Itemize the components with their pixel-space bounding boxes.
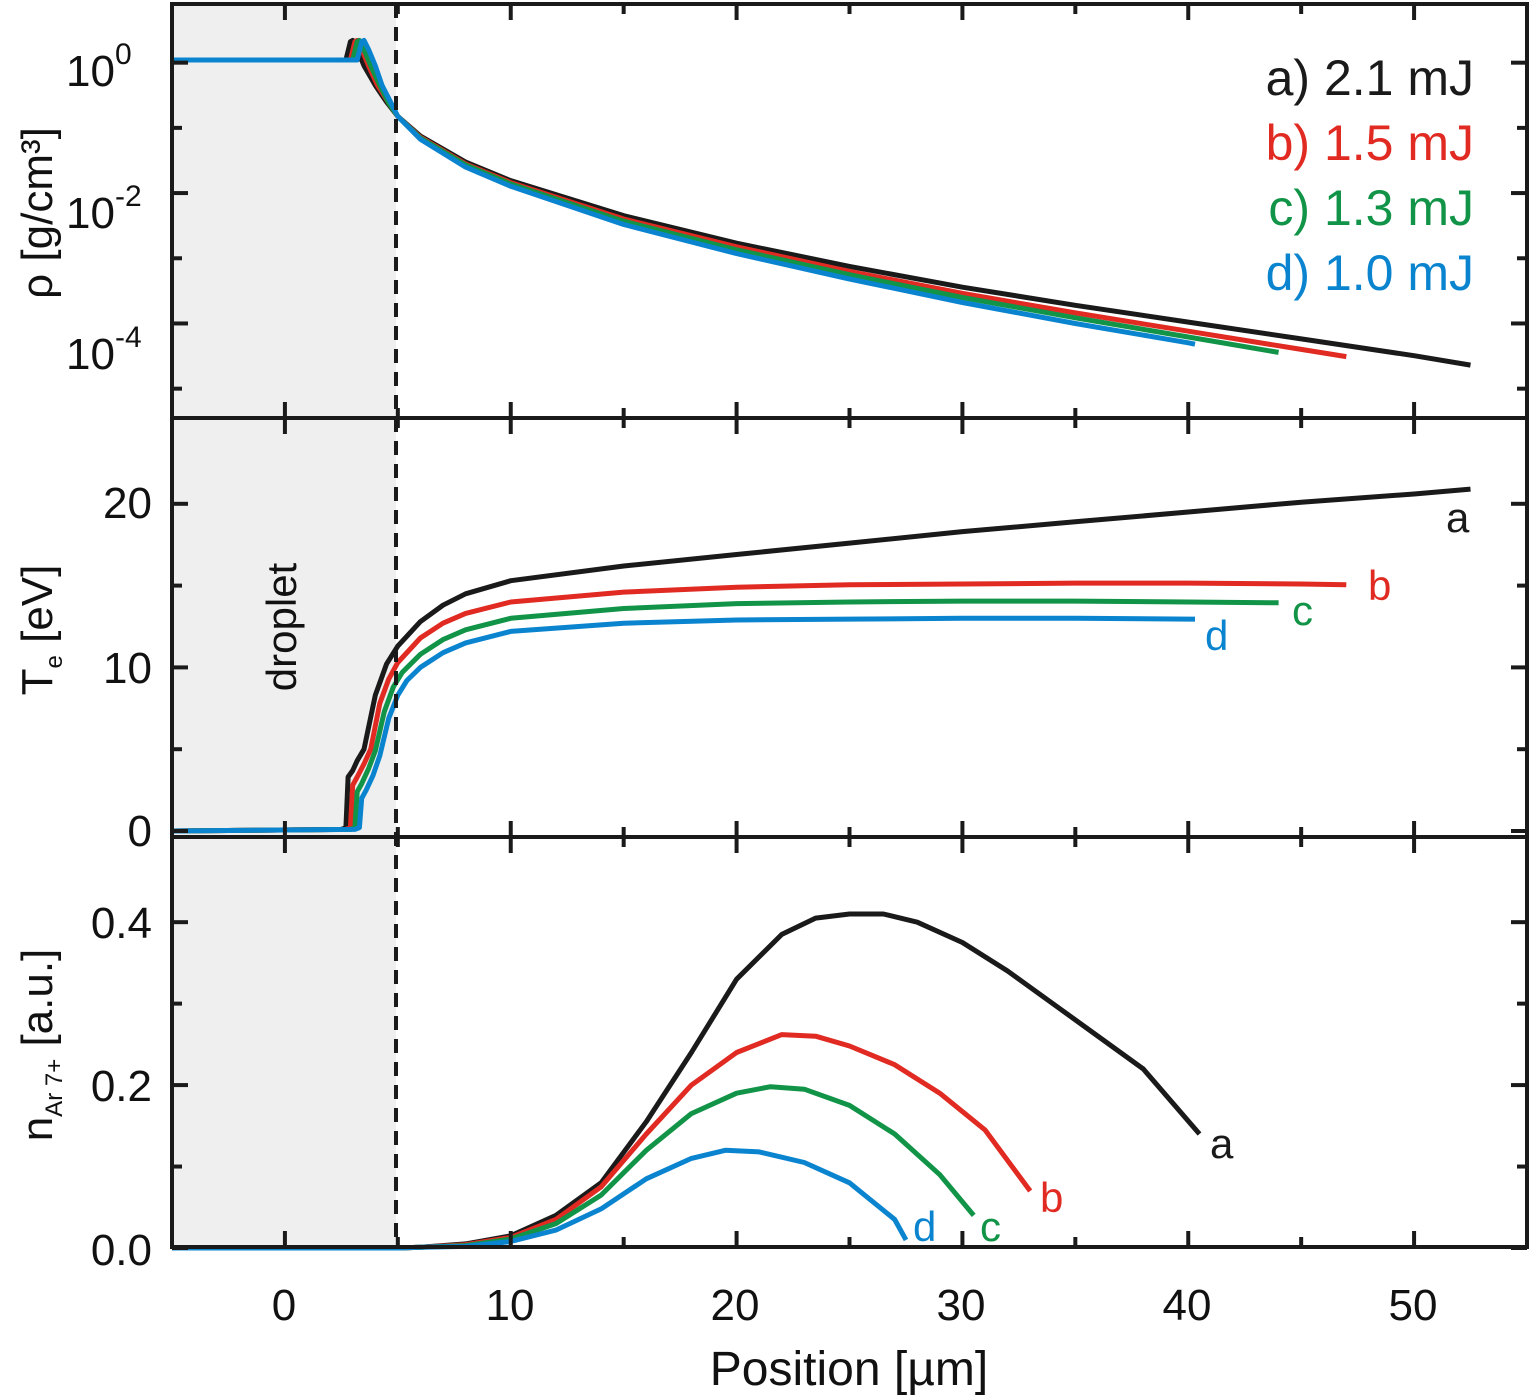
y-tick-label: 10-4	[66, 321, 142, 379]
curve-label-b: b	[1040, 1174, 1063, 1221]
temperature-curve-labels: a b c d	[1205, 494, 1470, 659]
y-tick-label: 10-2	[66, 180, 142, 238]
droplet-label: droplet	[258, 562, 305, 691]
series-line-a	[171, 486, 1471, 834]
curve-label-d: d	[913, 1203, 936, 1250]
series-line-d	[172, 37, 1196, 347]
series-line-d	[171, 615, 1195, 834]
x-tick-label: 50	[1389, 1281, 1438, 1330]
legend-entry: a) 2.1 mJ	[1266, 50, 1474, 106]
curve-label-c: c	[980, 1203, 1001, 1250]
x-tick-label: 0	[272, 1281, 296, 1330]
curve-label-a: a	[1446, 494, 1470, 541]
density-curves	[172, 37, 1471, 368]
x-tick-label: 30	[937, 1281, 986, 1330]
ion-y-tick-labels: 0.0 0.2 0.4	[91, 899, 152, 1275]
legend: a) 2.1 mJ b) 1.5 mJ c) 1.3 mJ d) 1.0 mJ	[1266, 50, 1474, 301]
legend-entry: d) 1.0 mJ	[1266, 245, 1474, 301]
axis-ticks	[172, 4, 1527, 1250]
temperature-y-tick-labels: 0 10 20	[103, 479, 152, 856]
y-tick-label: 100	[66, 38, 132, 96]
x-tick-labels: 0 10 20 30 40 50	[272, 1281, 1438, 1330]
curve-label-d: d	[1205, 612, 1228, 659]
curve-label-c: c	[1292, 587, 1313, 634]
x-axis-label: Position [µm]	[710, 1343, 988, 1396]
curve-label-b: b	[1368, 562, 1391, 609]
curve-label-a: a	[1210, 1120, 1234, 1167]
y-tick-label: 0	[128, 807, 152, 856]
y-tick-label: 0.4	[91, 899, 152, 948]
legend-entry: b) 1.5 mJ	[1266, 115, 1474, 171]
series-line-b	[171, 580, 1347, 834]
y-tick-label: 0.0	[91, 1226, 152, 1275]
x-tick-label: 10	[486, 1281, 535, 1330]
legend-entry: c) 1.3 mJ	[1268, 180, 1474, 236]
ion-y-axis-label: nAr 7+ [a.u.]	[13, 949, 68, 1142]
density-y-tick-labels: 100 10-2 10-4	[66, 38, 142, 379]
temperature-y-axis-label: Te [eV]	[13, 565, 68, 696]
density-y-axis-label: ρ [g/cm³]	[13, 127, 62, 299]
y-tick-label: 20	[103, 479, 152, 528]
x-tick-label: 20	[711, 1281, 760, 1330]
y-tick-label: 10	[103, 644, 152, 693]
series-line-c	[171, 598, 1279, 834]
droplet-region	[172, 4, 396, 1247]
x-tick-label: 40	[1163, 1281, 1212, 1330]
y-tick-label: 0.2	[91, 1062, 152, 1111]
temperature-curves	[171, 486, 1471, 834]
ion-curve-labels: a b c d	[913, 1120, 1234, 1250]
